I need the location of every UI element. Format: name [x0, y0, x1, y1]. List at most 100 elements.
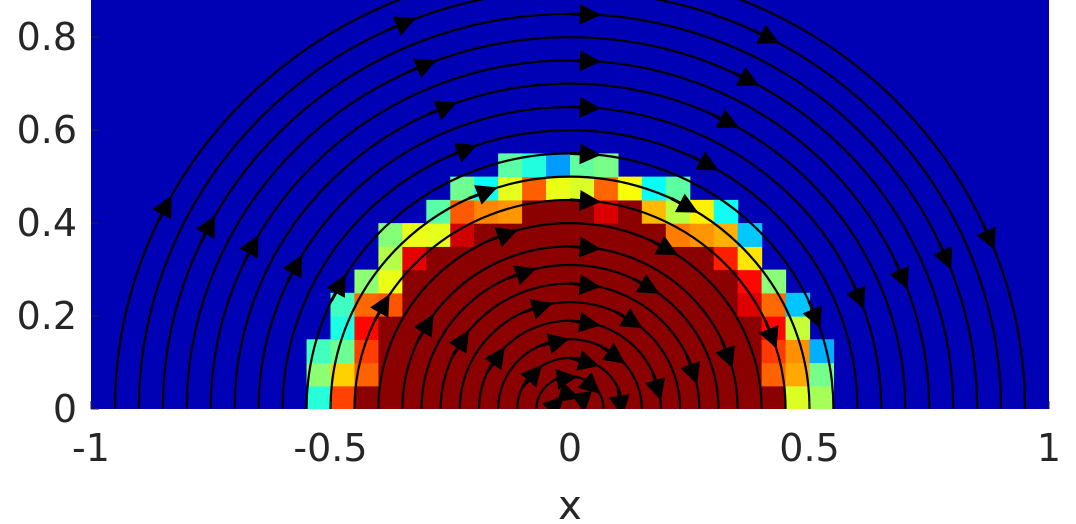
- heatmap-cell: [354, 385, 379, 409]
- heatmap-cell: [546, 316, 571, 340]
- heatmap-cell: [689, 223, 715, 247]
- heatmap-cell: [809, 385, 835, 409]
- flow-arrow: [608, 387, 630, 409]
- heatmap-cell: [570, 223, 595, 247]
- flow-arrow: [577, 372, 601, 394]
- heatmap-cell: [617, 362, 643, 387]
- flow-arrow: [195, 215, 216, 243]
- heatmap-cell: [474, 246, 499, 271]
- heatmap-cell: [378, 385, 403, 409]
- heatmap-cell: [641, 316, 667, 340]
- heatmap-cell: [498, 362, 523, 387]
- heatmap-cell: [450, 223, 475, 247]
- flow-arrow: [484, 346, 505, 373]
- heatmap-cell: [689, 269, 715, 294]
- flow-arrow: [933, 241, 953, 270]
- heatmap-cell: [546, 176, 571, 201]
- heatmap-cell: [498, 246, 523, 271]
- flow-arrow: [152, 195, 172, 224]
- flow-arrow: [571, 391, 592, 409]
- flow-arrow: [680, 355, 701, 385]
- heatmap-cell: [713, 199, 739, 224]
- heatmap-cell: [546, 153, 571, 178]
- heatmap-cell: [354, 339, 379, 364]
- flow-arrow: [326, 274, 347, 302]
- heatmap-cell: [570, 316, 595, 340]
- heatmap-cell: [522, 176, 547, 201]
- y-axis-ticks: 0 0.2 0.4 0.6 0.8: [17, 15, 99, 431]
- heatmap-cell: [378, 223, 403, 247]
- flow-arrow: [370, 294, 390, 322]
- heatmap-cell: [761, 385, 787, 409]
- heatmap-cell: [426, 223, 451, 247]
- heatmap-cell: [330, 362, 356, 387]
- heatmap-cell: [546, 385, 571, 409]
- heatmap-cell: [402, 316, 427, 340]
- flow-arrow: [569, 143, 601, 165]
- heatmap-cell: [330, 292, 356, 317]
- heatmap-cell: [474, 292, 499, 317]
- flow-arrow: [758, 320, 779, 349]
- flow-arrow: [569, 190, 601, 211]
- heatmap-cell: [570, 199, 595, 224]
- flow-arrow: [615, 308, 643, 329]
- flow-arrow: [569, 350, 600, 371]
- heatmap-cell: [522, 339, 547, 364]
- heatmap-cell: [354, 292, 379, 317]
- heatmap-cell: [426, 362, 451, 387]
- streamline: [137, 0, 1003, 409]
- streamline: [329, 175, 811, 409]
- heatmap-cell: [546, 199, 571, 224]
- heatmap-cell: [546, 223, 571, 247]
- heatmap-cell: [737, 316, 763, 340]
- x-axis-label: x: [558, 483, 582, 524]
- flow-arrow: [523, 299, 553, 320]
- heatmap-cell: [402, 339, 427, 364]
- flow-arrow: [569, 274, 601, 296]
- flow-arrow: [282, 254, 303, 283]
- flow-arrow: [569, 3, 601, 25]
- flow-arrow: [413, 314, 434, 342]
- heatmap-cell: [426, 385, 451, 409]
- x-tick-label: -1: [72, 426, 110, 470]
- flow-arrow: [448, 330, 469, 357]
- heatmap-cell: [617, 176, 643, 201]
- heatmap-cell: [665, 292, 691, 317]
- heatmap-cell: [785, 362, 811, 387]
- y-tick-label: 0.6: [17, 108, 77, 152]
- x-tick-label: 0.5: [779, 426, 839, 470]
- y-tick-label: 0: [53, 387, 77, 431]
- heatmap-cell: [426, 292, 451, 317]
- streamline: [497, 338, 643, 409]
- x-axis-ticks: -1 -0.5 0 0.5 1: [72, 401, 1061, 470]
- heatmap-cell: [689, 246, 715, 271]
- heatmap-cell: [378, 316, 403, 340]
- flow-arrow: [715, 339, 735, 369]
- heatmap-cell: [689, 385, 715, 409]
- heatmap-cell: [450, 176, 475, 201]
- x-tick-label: 0: [558, 426, 582, 470]
- heatmap-cell: [689, 292, 715, 317]
- flow-arrow: [711, 109, 740, 129]
- flow-arrow: [569, 236, 601, 258]
- heatmap-cell: [378, 269, 403, 294]
- heatmap-cell: [713, 246, 739, 271]
- flow-arrow: [447, 142, 478, 163]
- heatmap-cell: [522, 199, 547, 224]
- flow-arrow: [569, 96, 601, 118]
- heatmap-cell: [761, 292, 787, 317]
- flow-arrow: [751, 24, 780, 44]
- y-tick-label: 0.2: [17, 294, 77, 338]
- heatmap-cell: [665, 362, 691, 387]
- flow-arrow: [670, 193, 699, 213]
- heatmap-cell: [570, 269, 595, 294]
- flow-arrow: [599, 342, 626, 364]
- y-tick-label: 0.8: [17, 15, 77, 59]
- heatmap-cell: [474, 223, 499, 247]
- heatmap-cell: [330, 339, 356, 364]
- heatmap-cell: [570, 176, 595, 201]
- heatmap-cell: [402, 269, 427, 294]
- x-tick-label: 1: [1037, 426, 1061, 470]
- heatmap-cell: [450, 269, 475, 294]
